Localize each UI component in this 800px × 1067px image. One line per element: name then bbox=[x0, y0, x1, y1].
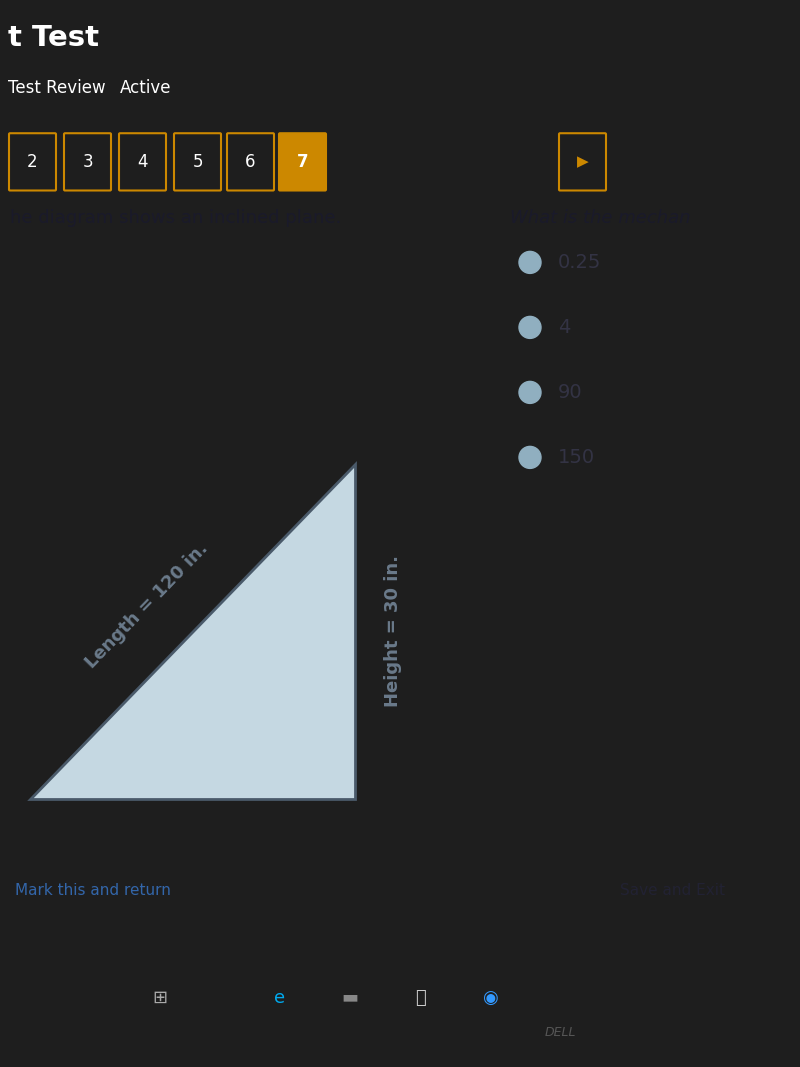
Text: 7: 7 bbox=[297, 153, 308, 171]
Text: ▶: ▶ bbox=[577, 155, 588, 170]
Text: ⊞: ⊞ bbox=[153, 989, 167, 1006]
Text: Test Review: Test Review bbox=[8, 79, 106, 97]
Text: 5: 5 bbox=[192, 153, 202, 171]
Text: 2: 2 bbox=[27, 153, 38, 171]
Circle shape bbox=[519, 446, 541, 468]
Circle shape bbox=[519, 381, 541, 403]
Text: 0.25: 0.25 bbox=[558, 253, 602, 272]
Text: What is the mechan: What is the mechan bbox=[510, 209, 690, 227]
Polygon shape bbox=[30, 463, 355, 798]
Text: DELL: DELL bbox=[544, 1025, 576, 1039]
Text: he diagram shows an inclined plane.: he diagram shows an inclined plane. bbox=[10, 209, 342, 227]
Text: Height = 30 in.: Height = 30 in. bbox=[384, 555, 402, 707]
Text: 6: 6 bbox=[246, 153, 256, 171]
Text: 🛒: 🛒 bbox=[414, 989, 426, 1006]
FancyBboxPatch shape bbox=[279, 133, 326, 191]
Text: ◉: ◉ bbox=[482, 989, 498, 1006]
Circle shape bbox=[519, 317, 541, 338]
Text: e: e bbox=[274, 989, 286, 1006]
Text: 90: 90 bbox=[558, 383, 582, 402]
Text: Active: Active bbox=[120, 79, 171, 97]
Text: 3: 3 bbox=[82, 153, 93, 171]
Circle shape bbox=[519, 252, 541, 273]
Text: ▬: ▬ bbox=[342, 989, 358, 1006]
Text: Length = 120 in.: Length = 120 in. bbox=[82, 540, 211, 672]
Text: Mark this and return: Mark this and return bbox=[15, 883, 171, 898]
Text: 4: 4 bbox=[138, 153, 148, 171]
Text: 150: 150 bbox=[558, 448, 595, 467]
Text: Save and Exit: Save and Exit bbox=[620, 883, 725, 898]
Text: 4: 4 bbox=[558, 318, 570, 337]
Text: t Test: t Test bbox=[8, 23, 99, 51]
